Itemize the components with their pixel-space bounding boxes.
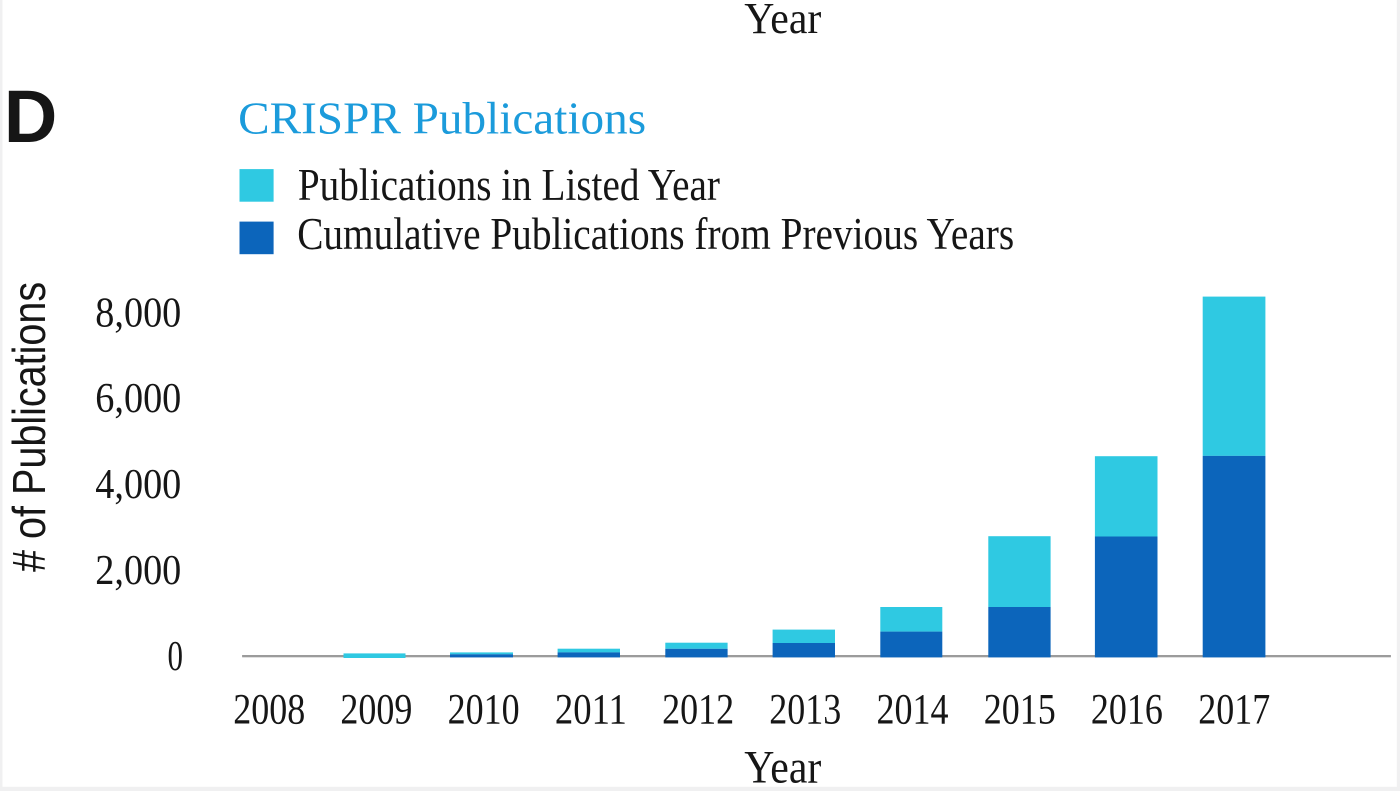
svg-text:2,000: 2,000 (95, 547, 181, 594)
svg-text:2011: 2011 (555, 686, 627, 734)
svg-text:8,000: 8,000 (95, 289, 181, 336)
svg-text:Year: Year (744, 0, 821, 43)
svg-text:2010: 2010 (448, 686, 520, 734)
svg-text:2014: 2014 (877, 686, 949, 734)
svg-text:0: 0 (168, 633, 184, 680)
svg-text:# of Publications: # of Publications (3, 282, 55, 572)
svg-text:Publications in Listed Year: Publications in Listed Year (298, 160, 720, 210)
svg-text:Cumulative Publications from P: Cumulative Publications from Previous Ye… (297, 209, 1014, 259)
svg-text:2012: 2012 (662, 686, 734, 734)
svg-text:D: D (4, 75, 57, 158)
svg-text:4,000: 4,000 (95, 461, 181, 508)
svg-text:2008: 2008 (233, 686, 305, 734)
svg-text:2009: 2009 (340, 686, 412, 734)
svg-text:2017: 2017 (1198, 686, 1270, 734)
svg-text:Year: Year (744, 742, 821, 791)
svg-text:2015: 2015 (984, 686, 1056, 734)
svg-text:CRISPR Publications: CRISPR Publications (238, 93, 646, 143)
svg-text:2013: 2013 (769, 686, 841, 734)
svg-text:6,000: 6,000 (95, 375, 181, 422)
svg-text:2016: 2016 (1091, 686, 1163, 734)
